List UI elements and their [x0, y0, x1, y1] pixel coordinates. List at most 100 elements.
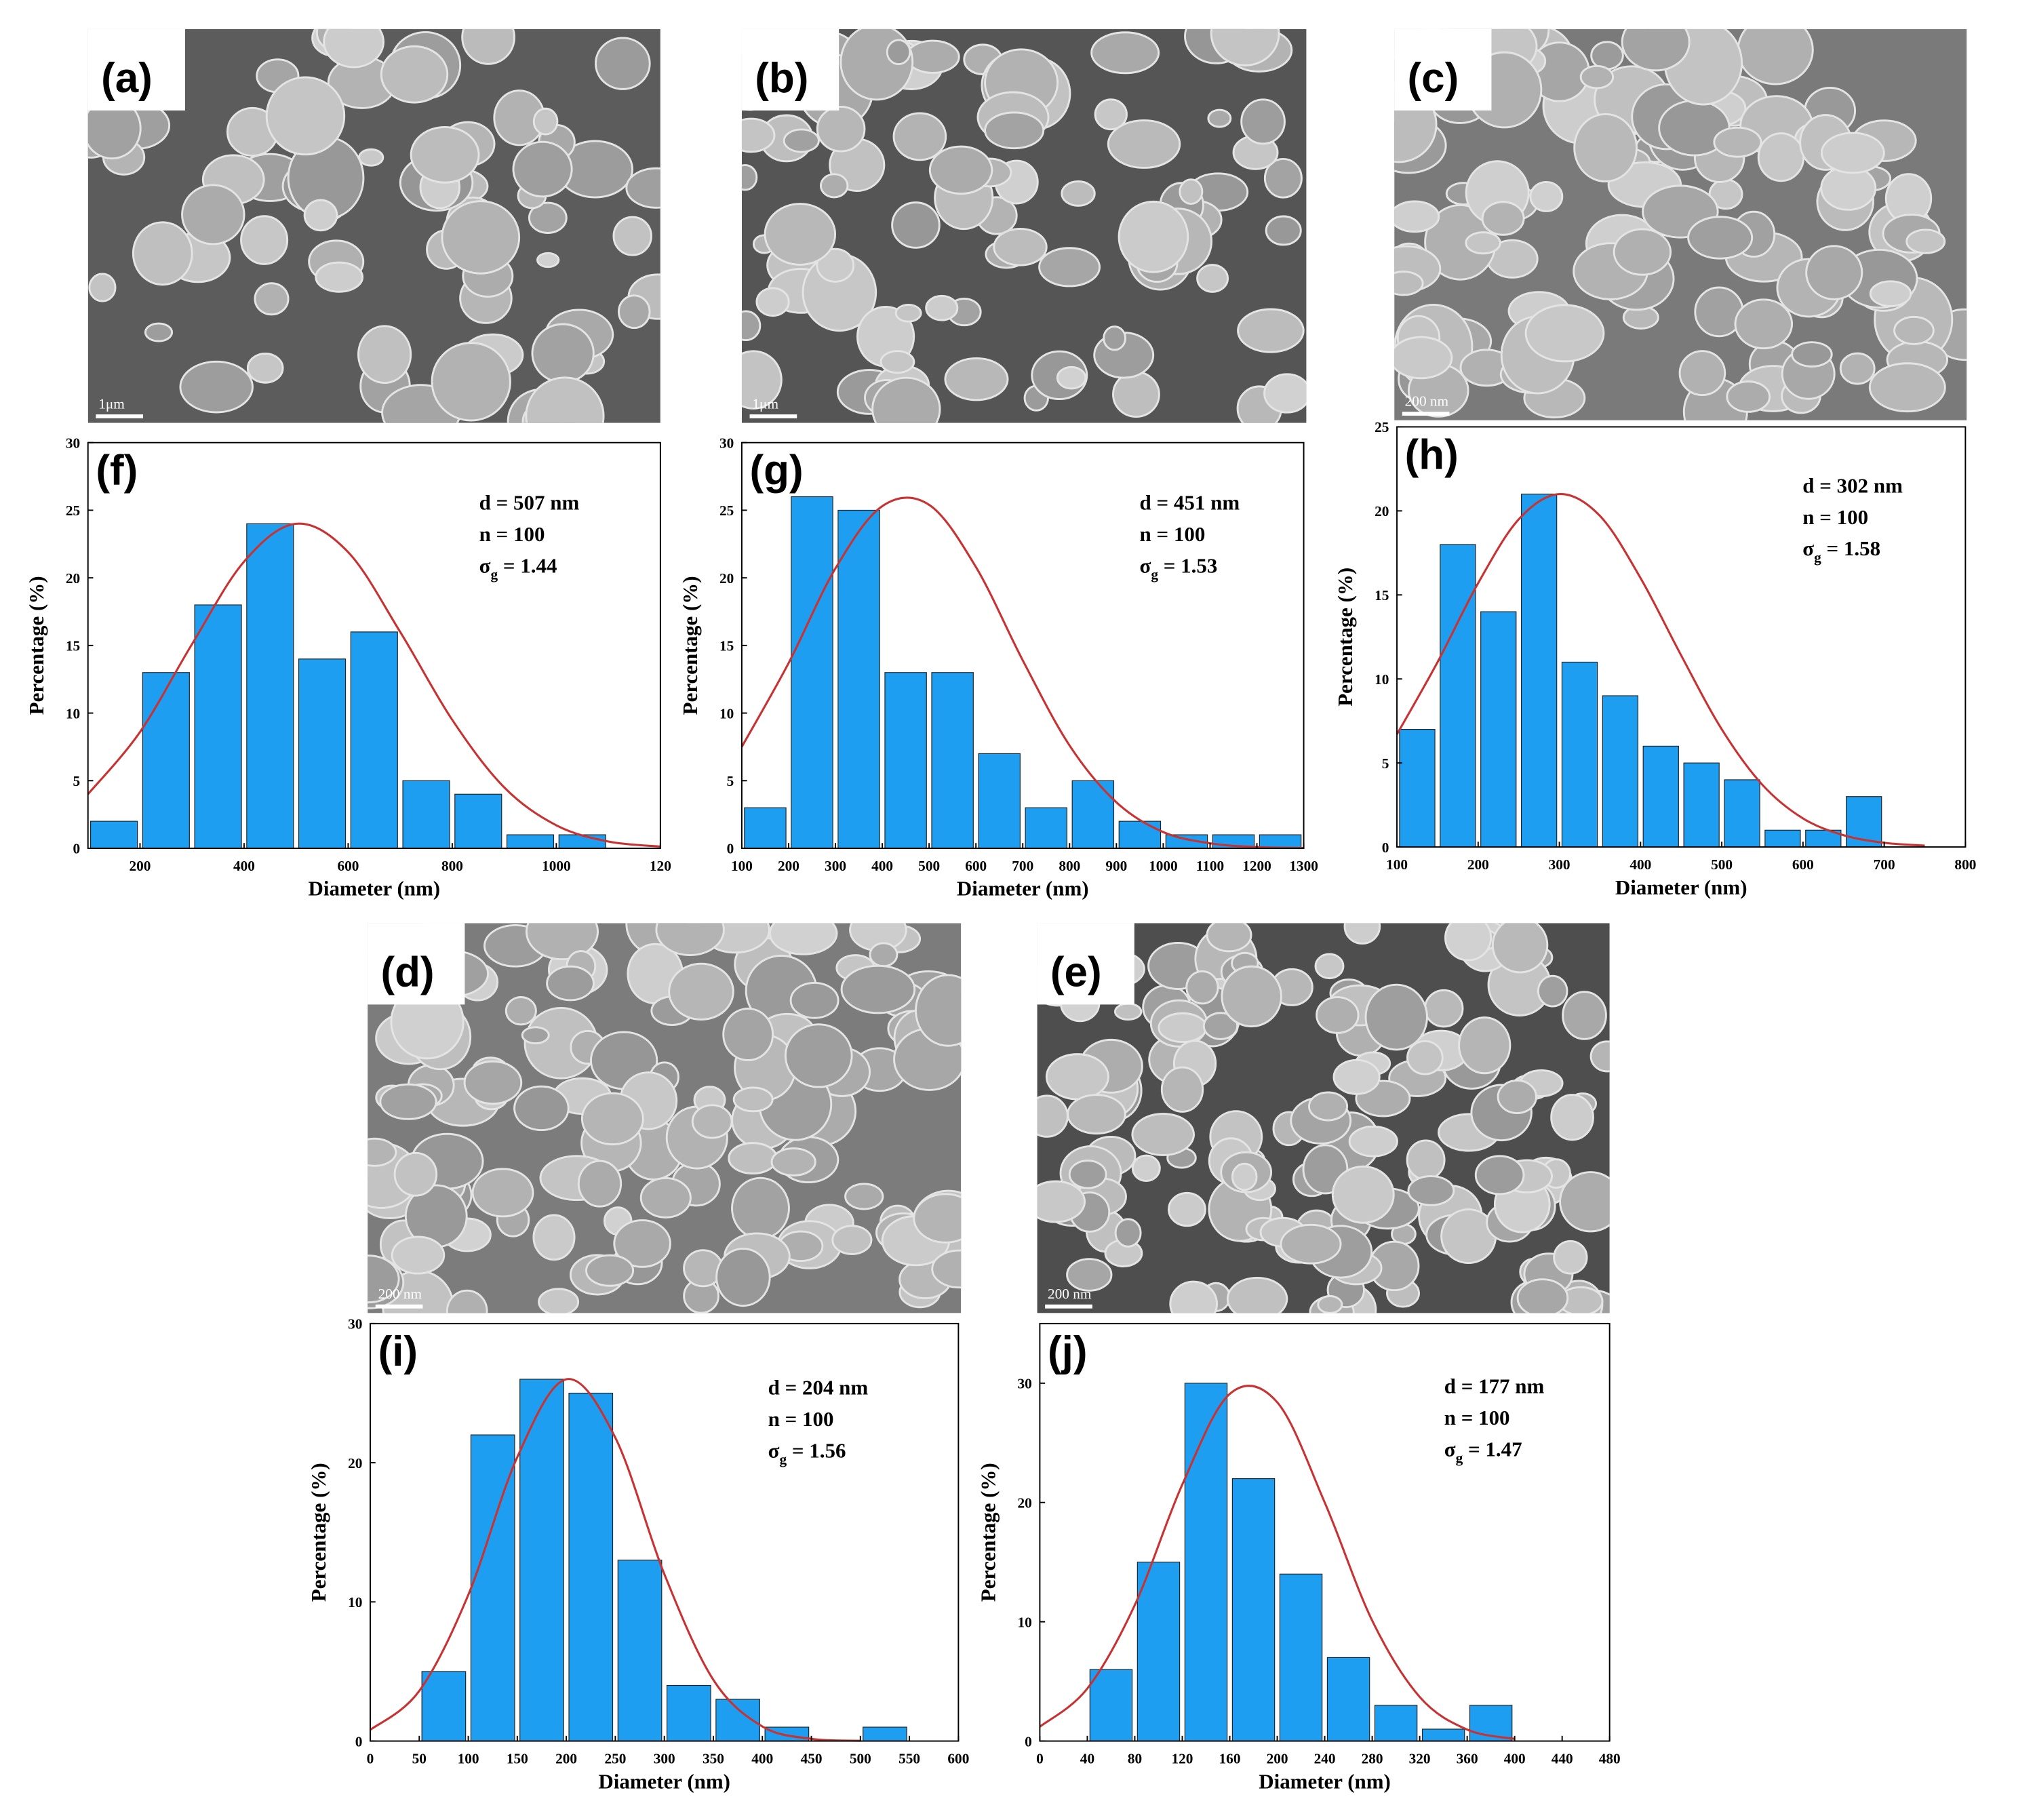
bar — [558, 834, 606, 849]
particle — [741, 117, 776, 153]
particle — [1893, 315, 1935, 345]
bar — [142, 672, 190, 849]
label-box — [87, 28, 185, 111]
bar — [1421, 1728, 1465, 1742]
particle — [1406, 1139, 1446, 1181]
bar — [1440, 544, 1476, 848]
sigma-annotation: σg = 1.47 — [1444, 1437, 1522, 1466]
particle — [944, 357, 1009, 401]
particle — [1056, 365, 1087, 390]
particle — [741, 310, 762, 342]
x-tick-label: 500 — [850, 1750, 871, 1766]
particle — [1394, 200, 1440, 233]
particle — [1364, 983, 1428, 1051]
particle — [1497, 1080, 1537, 1115]
y-tick-label: 10 — [1375, 671, 1389, 688]
particle — [789, 981, 839, 1019]
particle — [715, 1247, 771, 1307]
panel-label: (b) — [755, 55, 808, 102]
particle — [625, 167, 660, 209]
particle — [1094, 98, 1128, 131]
scale-bar-label: 200 nm — [378, 1286, 422, 1302]
particle — [928, 145, 993, 195]
bar — [1846, 796, 1882, 848]
particle — [871, 376, 941, 423]
annotation: d = 302 nm — [1802, 473, 1903, 497]
particle — [1524, 304, 1605, 363]
particle — [1037, 1094, 1069, 1138]
x-tick-label: 200 — [1467, 856, 1489, 873]
particle — [1573, 113, 1638, 183]
y-axis-label: Percentage (%) — [307, 1463, 330, 1602]
bar — [1089, 1669, 1133, 1742]
particle — [1118, 200, 1189, 273]
x-tick-label: 100 — [1386, 856, 1408, 873]
particle — [913, 1193, 962, 1244]
y-axis-label: Percentage (%) — [976, 1463, 1000, 1602]
sigma-annotation: σg = 1.56 — [768, 1438, 846, 1467]
sigma-symbol: σ — [768, 1438, 780, 1462]
bar — [568, 1392, 614, 1742]
x-tick-label: 400 — [871, 858, 893, 874]
particle — [931, 1249, 962, 1289]
y-tick-label: 30 — [348, 1316, 362, 1332]
particle — [1038, 247, 1101, 288]
bar — [1326, 1657, 1370, 1742]
y-tick-label: 5 — [727, 773, 734, 789]
y-tick-label: 15 — [1375, 587, 1389, 604]
particle — [925, 294, 959, 321]
x-tick-label: 1000 — [1149, 858, 1178, 874]
x-tick-label: 1200 — [1242, 858, 1271, 874]
particle — [1160, 1066, 1204, 1113]
particle — [1805, 245, 1863, 300]
particle — [783, 128, 820, 153]
bar — [1259, 834, 1302, 849]
sigma-subscript: g — [779, 1451, 787, 1467]
sigma-subscript: g — [1151, 566, 1158, 582]
particle — [240, 215, 289, 265]
particle — [1185, 970, 1219, 1005]
x-tick-label: 400 — [233, 858, 255, 874]
particle — [840, 964, 916, 1014]
particle — [741, 350, 783, 410]
particle — [1103, 325, 1126, 351]
particle — [1537, 974, 1568, 1008]
particle — [1734, 298, 1794, 350]
particle — [1474, 1155, 1525, 1195]
particle — [880, 350, 915, 374]
y-tick-label: 10 — [1018, 1614, 1032, 1630]
sigma-value: = 1.47 — [1463, 1437, 1522, 1461]
particle — [1314, 953, 1345, 980]
particle — [1113, 1002, 1143, 1021]
bar — [744, 807, 787, 849]
particle — [732, 1086, 774, 1113]
particle — [1444, 923, 1493, 962]
particle — [1158, 1012, 1208, 1044]
particle — [380, 45, 449, 104]
particle — [1090, 31, 1160, 75]
y-tick-label: 10 — [719, 705, 734, 721]
particle — [1868, 362, 1946, 413]
particle — [1348, 1125, 1398, 1158]
particle — [1553, 1240, 1588, 1275]
particle — [531, 323, 595, 384]
particle — [770, 1147, 816, 1176]
particle — [1131, 1113, 1195, 1156]
sem-image — [87, 28, 660, 423]
particle — [1263, 373, 1307, 414]
particle — [816, 248, 855, 283]
sigma-value: = 1.53 — [1158, 553, 1217, 577]
particle — [471, 1168, 534, 1218]
sigma-annotation: σg = 1.44 — [479, 553, 557, 582]
annotation: n = 100 — [1444, 1406, 1510, 1429]
particle — [1737, 28, 1814, 85]
x-tick-label: 80 — [1128, 1750, 1142, 1766]
annotation: n = 100 — [1802, 505, 1868, 529]
particle — [1206, 923, 1252, 953]
particle — [984, 111, 1045, 150]
particle — [1131, 1154, 1161, 1183]
bar — [931, 672, 974, 849]
annotation: d = 507 nm — [479, 490, 580, 514]
fit-curve — [87, 522, 661, 848]
